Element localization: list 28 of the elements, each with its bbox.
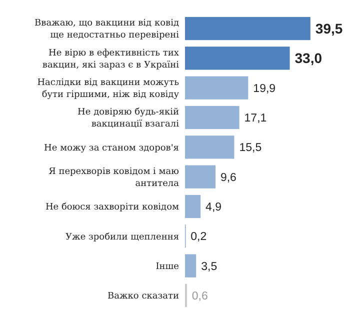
y-tick-label: Не боюся захворіти ковідом: [45, 202, 179, 213]
data-label: 33,0: [294, 50, 322, 66]
data-label: 17,1: [244, 112, 267, 125]
y-tick-label: Наслідки від вакцини можуть бути гіршими, ніж від ковіду: [37, 78, 180, 100]
bar: [185, 254, 196, 278]
bar: [185, 194, 201, 218]
data-label: 9,6: [220, 172, 236, 184]
bar: [185, 46, 290, 70]
y-tick-label: Не можу за станом здоров'я: [44, 143, 180, 154]
data-label: 19,9: [253, 82, 276, 95]
y-tick-label: Не довіряю будь-якій вакцинації взагалі: [78, 108, 180, 130]
y-tick-label: Вважаю, що вакцини від ковід ще недостатньо перевірені: [34, 18, 180, 41]
bar: [185, 16, 310, 40]
bar: [185, 136, 234, 159]
data-label: 4,9: [206, 202, 222, 214]
data-label: 0,2: [190, 231, 207, 244]
y-tick-label: Уже зробили щеплення: [66, 232, 180, 242]
y-tick-label: Важко сказати: [108, 292, 179, 302]
bar: [185, 106, 240, 130]
data-label: 39,5: [315, 20, 343, 36]
y-tick-label: Я перехворів ковідом і маю антитела: [48, 166, 180, 189]
data-label: 3,5: [201, 260, 218, 273]
data-label: 0,6: [192, 290, 208, 302]
y-tick-label: Інше: [156, 262, 179, 272]
data-label: 15,5: [239, 142, 262, 154]
bar: [185, 76, 248, 100]
y-tick-label: Не вірю в ефективність тих вакцин, які зараз є в Україні: [42, 48, 180, 70]
bar: [185, 165, 216, 188]
